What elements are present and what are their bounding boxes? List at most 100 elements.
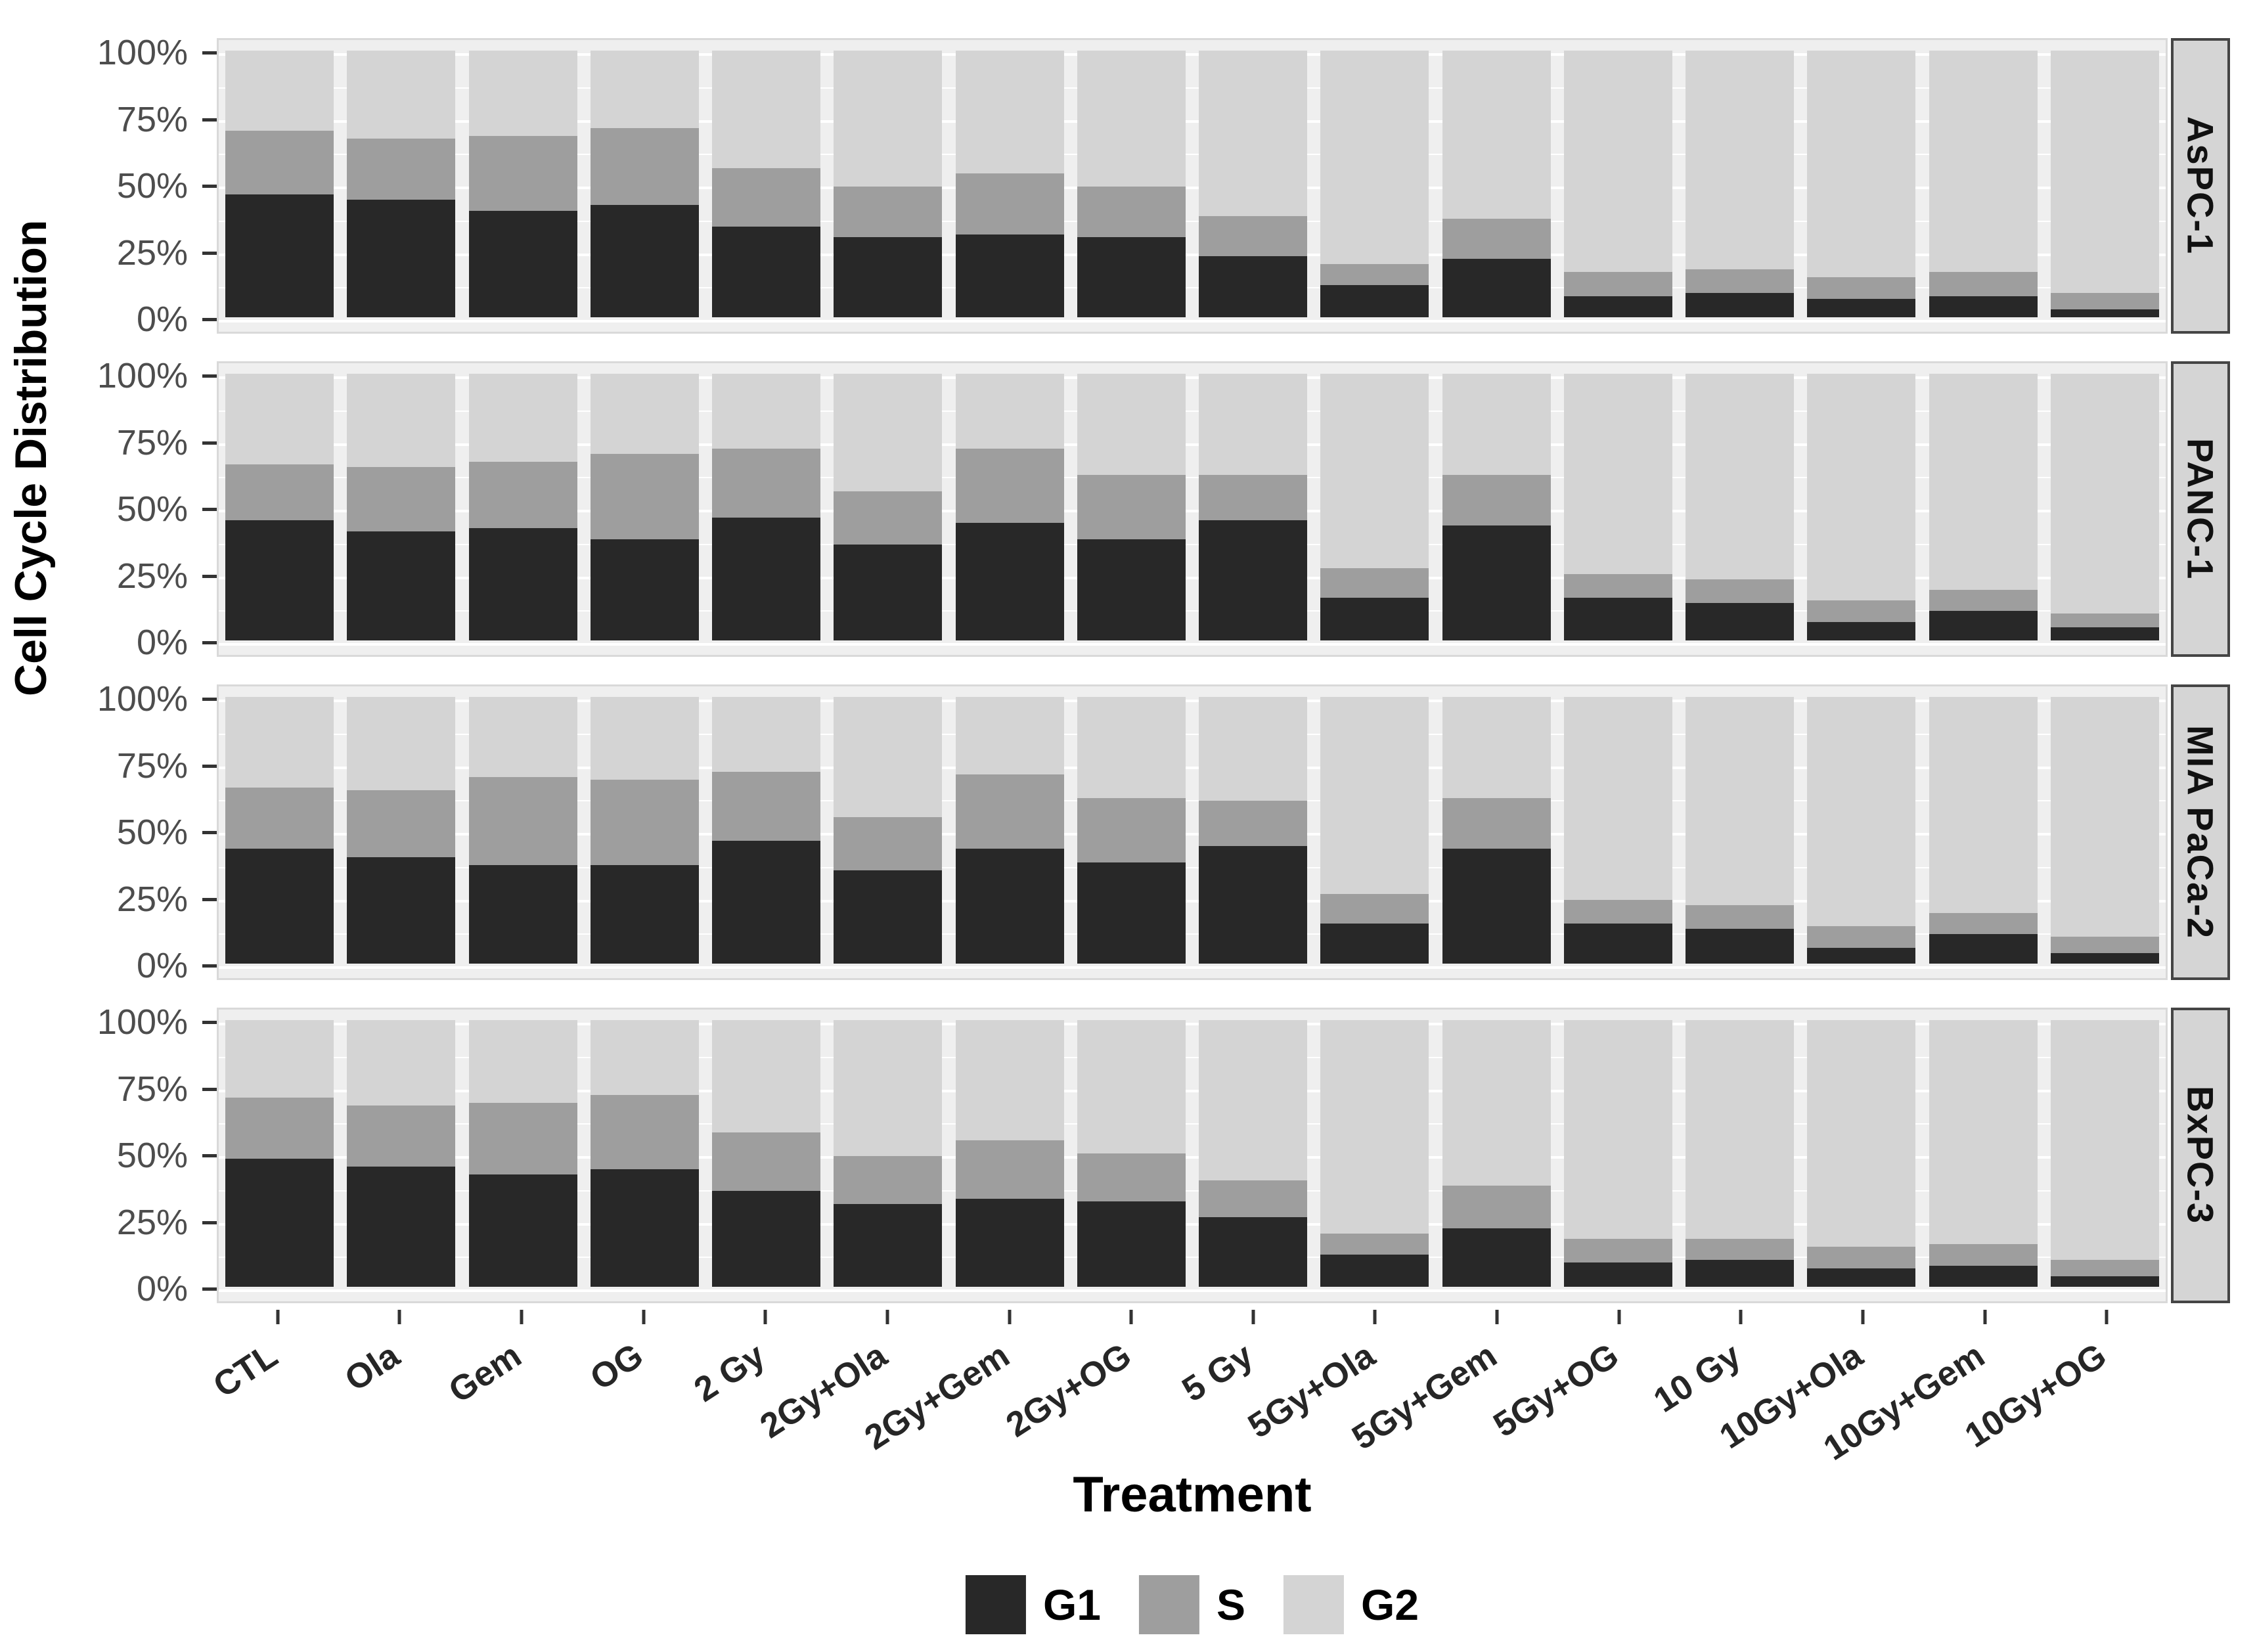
x-axis-title: Treatment	[1073, 1467, 1312, 1523]
g2-segment	[225, 1020, 334, 1098]
y-tick-label: 50%	[116, 813, 188, 852]
y-tick-label: 25%	[116, 1202, 188, 1242]
major-gridline	[219, 966, 2166, 969]
stacked-bar-2-gy	[712, 1020, 821, 1287]
g2-segment	[1807, 697, 1916, 927]
s-segment	[955, 1140, 1064, 1199]
stacked-bar-2gy+og	[1077, 697, 1186, 964]
g1-segment	[468, 1174, 577, 1287]
g2-segment	[834, 697, 943, 817]
g2-segment	[834, 1020, 943, 1157]
stacked-bar-10gy+og	[2050, 374, 2159, 640]
s-swatch-icon	[1138, 1575, 1199, 1634]
g1-segment	[1563, 598, 1672, 640]
stacked-bar-gem	[468, 697, 577, 964]
stacked-bar-2gy+gem	[955, 374, 1064, 640]
g1-segment	[1807, 298, 1916, 317]
major-gridline	[219, 1289, 2166, 1292]
s-segment	[1077, 187, 1186, 238]
s-segment	[1686, 1238, 1795, 1261]
g2-segment	[712, 374, 821, 449]
y-tick-mark	[202, 1220, 217, 1224]
g1-segment	[2050, 952, 2159, 964]
s-segment	[468, 135, 577, 211]
g1-segment	[347, 857, 456, 964]
major-gridline	[219, 187, 2166, 189]
minor-gridline	[219, 733, 2166, 735]
legend-item-s: S	[1138, 1575, 1245, 1634]
g1-segment	[1199, 520, 1308, 640]
g2-segment	[468, 374, 577, 462]
stacked-bar-ola	[347, 697, 456, 964]
s-segment	[834, 187, 943, 238]
stacked-bar-2gy+ola	[834, 374, 943, 640]
stacked-bar-10gy+gem	[1929, 374, 2038, 640]
minor-gridline	[219, 933, 2166, 935]
y-tick-mark	[202, 508, 217, 511]
g1-segment	[1077, 862, 1186, 964]
g1-segment	[468, 528, 577, 640]
stacked-bar-ola	[347, 1020, 456, 1287]
g1-segment	[590, 1169, 699, 1287]
facet-strip-panc-1: PANC-1	[2171, 361, 2230, 657]
facet-strip-label: PANC-1	[2179, 437, 2222, 581]
minor-gridline	[219, 1190, 2166, 1192]
y-tick-label: 100%	[97, 356, 188, 395]
x-tick-label: 2Gy+OG	[998, 1335, 1138, 1445]
s-segment	[1320, 568, 1429, 598]
g2-segment	[225, 51, 334, 131]
g2-segment	[1077, 51, 1186, 187]
s-segment	[590, 779, 699, 865]
g2-segment	[1442, 374, 1551, 476]
g2-segment	[955, 51, 1064, 173]
legend: G1 S G2	[965, 1575, 1419, 1634]
x-tick-mark	[2105, 1310, 2109, 1324]
x-tick-label: 2 Gy	[687, 1335, 772, 1410]
y-tick-label: 25%	[116, 233, 188, 273]
s-segment	[2050, 1260, 2159, 1276]
minor-gridline	[219, 800, 2166, 802]
g2-segment	[955, 697, 1064, 774]
g1-segment	[1807, 947, 1916, 964]
g2-segment	[834, 51, 943, 187]
stacked-bar-5gy+ola	[1320, 51, 1429, 317]
y-tick-mark	[202, 318, 217, 321]
g1-segment	[1199, 846, 1308, 964]
x-tick-label: CTL	[206, 1335, 284, 1406]
g1-segment	[712, 226, 821, 317]
g1-segment	[1686, 603, 1795, 640]
g2-segment	[834, 374, 943, 491]
y-tick-mark	[202, 574, 217, 578]
g2-segment	[955, 374, 1064, 449]
g1-segment	[955, 234, 1064, 317]
s-segment	[2050, 937, 2159, 953]
g1-segment	[225, 1159, 334, 1287]
stacked-bar-gem	[468, 1020, 577, 1287]
g2-segment	[1563, 51, 1672, 272]
g1-segment	[1320, 1255, 1429, 1287]
major-gridline	[219, 1089, 2166, 1092]
panel-panc-1	[217, 361, 2168, 657]
stacked-bar-ctl	[225, 697, 334, 964]
y-tick-mark	[202, 831, 217, 834]
g1-segment	[1563, 1262, 1672, 1287]
stacked-bar-2gy+gem	[955, 1020, 1064, 1287]
g2-segment	[590, 374, 699, 454]
g2-segment	[1320, 374, 1429, 569]
g1-segment	[2050, 309, 2159, 317]
g2-segment	[347, 51, 456, 139]
stacked-bar-og	[590, 51, 699, 317]
g1-segment	[347, 200, 456, 317]
g1-segment	[955, 849, 1064, 964]
stacked-bar-5gy+ola	[1320, 374, 1429, 640]
g1-segment	[1929, 611, 2038, 640]
g2-segment	[225, 697, 334, 788]
g2-segment	[1563, 1020, 1672, 1239]
stacked-bar-10gy+og	[2050, 51, 2159, 317]
s-segment	[955, 774, 1064, 849]
g1-segment	[834, 237, 943, 317]
stacked-bar-5-gy	[1199, 697, 1308, 964]
g1-segment	[225, 194, 334, 317]
g1-segment	[1320, 598, 1429, 640]
